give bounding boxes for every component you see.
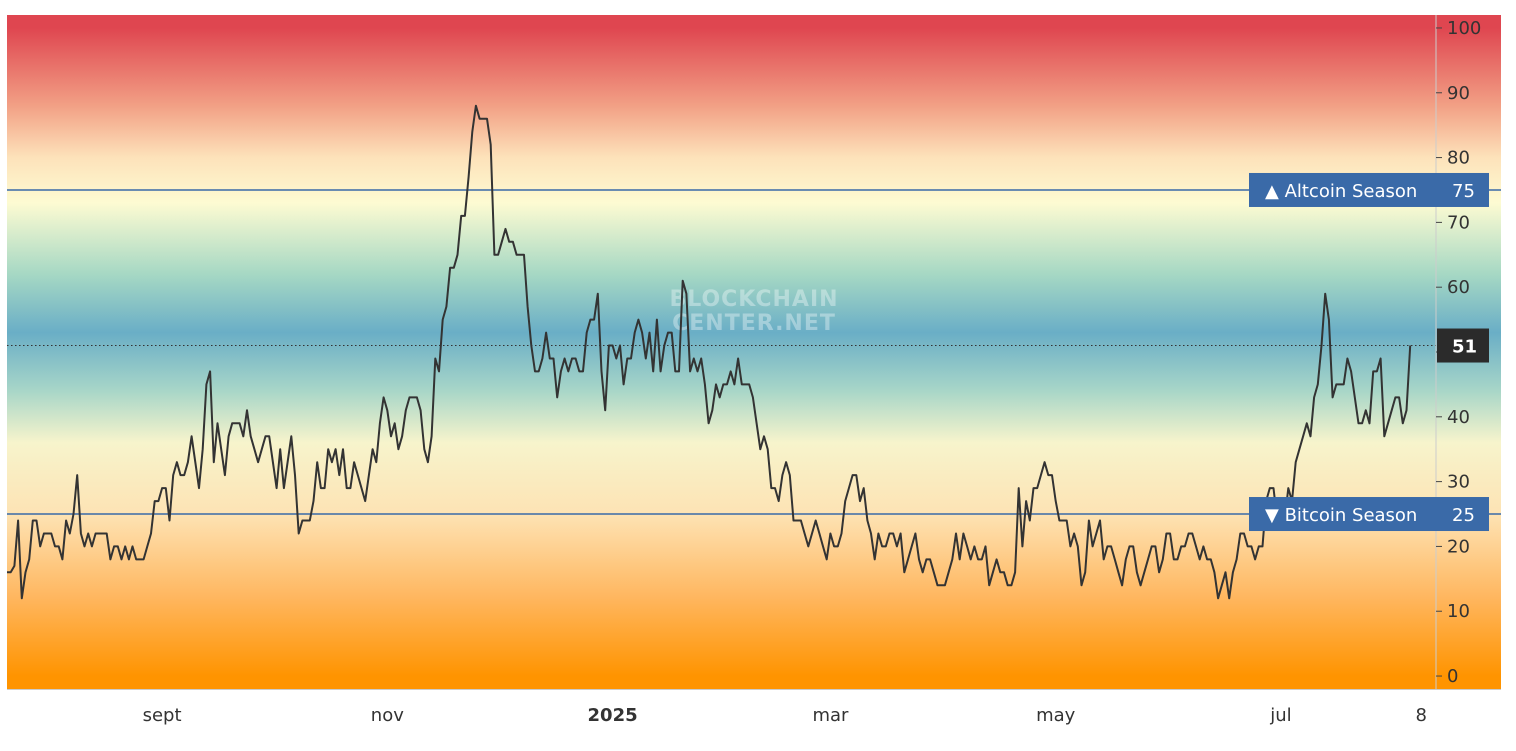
season-threshold-value: 25: [1452, 505, 1475, 526]
watermark-line-2: CENTER.NET: [672, 311, 836, 336]
current-value-box: [1437, 328, 1489, 363]
y-tick-label: 20: [1447, 536, 1470, 557]
x-tick-label: nov: [371, 705, 404, 726]
current-value-label: 51: [1452, 337, 1477, 358]
x-tick-label: jul: [1269, 705, 1291, 726]
watermark: BLOCKCHAIN CENTER.NET: [669, 287, 838, 336]
y-tick-label: 100: [1447, 18, 1481, 39]
altcoin-season-index-line: [7, 104, 1412, 600]
x-tick-label: mar: [812, 705, 849, 726]
x-tick-label: 2025: [588, 705, 638, 726]
y-tick-label: 90: [1447, 83, 1470, 104]
x-tick-label: sept: [143, 705, 182, 726]
season-label-box: [1249, 497, 1489, 532]
season-label: ▲ Altcoin Season: [1265, 181, 1417, 202]
y-tick-label: 40: [1447, 407, 1470, 428]
y-tick-label: 70: [1447, 212, 1470, 233]
y-tick-label: 0: [1447, 666, 1458, 687]
chart-background: [7, 15, 1501, 689]
season-threshold-value: 75: [1452, 181, 1475, 202]
y-tick-label: 60: [1447, 277, 1470, 298]
season-label-box: [1249, 172, 1489, 207]
watermark-line-1: BLOCKCHAIN: [669, 287, 838, 312]
x-tick-label: may: [1036, 705, 1076, 726]
x-tick-label: 8: [1416, 705, 1427, 726]
y-tick-label: 30: [1447, 472, 1470, 493]
y-tick-label: 10: [1447, 601, 1470, 622]
y-tick-label: 80: [1447, 148, 1470, 169]
season-label: ▼ Bitcoin Season: [1265, 505, 1417, 526]
